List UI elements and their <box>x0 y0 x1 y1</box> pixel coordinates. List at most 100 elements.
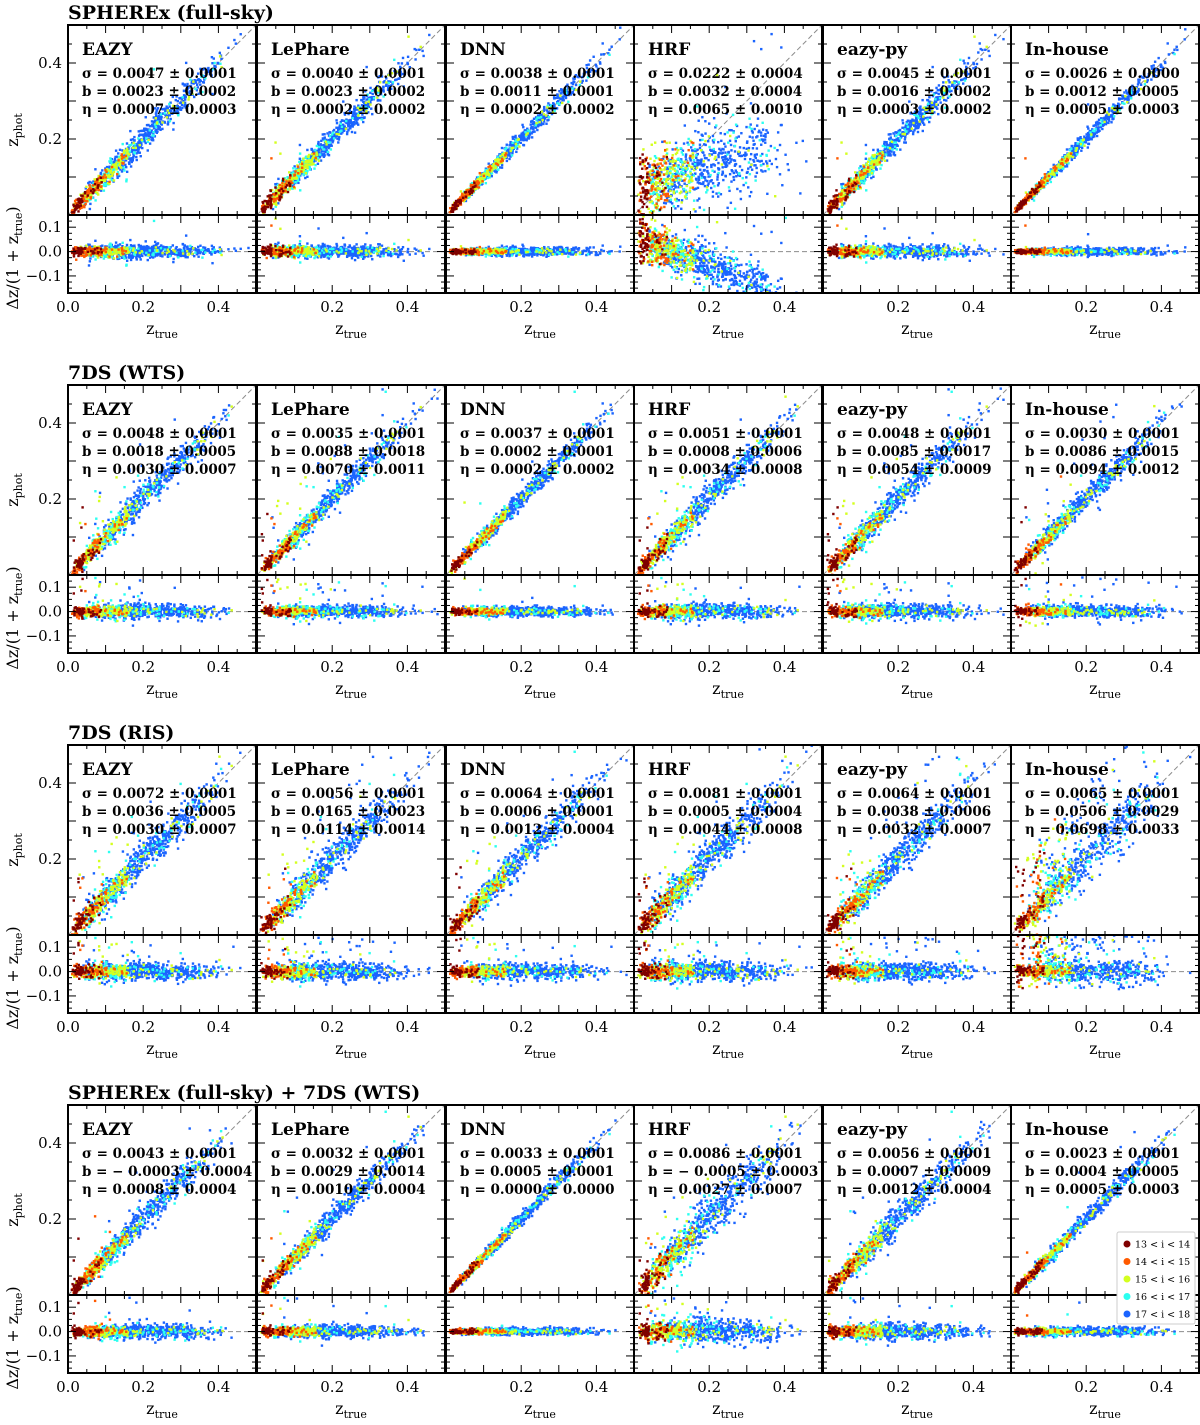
point-bin-3 <box>85 197 89 200</box>
point-bin-5 <box>584 70 588 74</box>
point-bin-5 <box>399 67 402 70</box>
residual-point-bin-4 <box>382 254 385 258</box>
point-bin-5 <box>186 82 189 86</box>
point-bin-5 <box>414 58 417 61</box>
residual-point-bin-5 <box>183 247 186 250</box>
residual-point-bin-2 <box>312 248 316 251</box>
bias-stat: b = 0.0023 ± 0.0002 <box>82 84 236 100</box>
point-bin-4 <box>538 116 541 119</box>
point-bin-5 <box>157 127 160 131</box>
residual-point-bin-5 <box>124 256 128 259</box>
residual-point-bin-3 <box>100 255 103 258</box>
point-bin-4 <box>296 179 300 183</box>
point-bin-5 <box>156 107 160 110</box>
point-bin-1 <box>268 194 271 197</box>
point-bin-5 <box>368 100 372 103</box>
point-bin-3 <box>187 95 191 99</box>
point-bin-5 <box>324 150 327 153</box>
residual-point-bin-4 <box>152 253 155 257</box>
point-bin-5 <box>193 79 196 82</box>
point-bin-3 <box>538 120 541 124</box>
point-bin-5 <box>117 152 120 155</box>
point-bin-4 <box>470 181 474 185</box>
residual-point-bin-2 <box>97 254 101 257</box>
residual-point-bin-5 <box>329 252 333 256</box>
point-bin-5 <box>400 62 404 65</box>
residual-point-bin-3 <box>312 249 315 253</box>
point-bin-5 <box>550 112 554 116</box>
point-bin-5 <box>185 84 189 88</box>
point-bin-3 <box>105 167 109 171</box>
point-bin-4 <box>116 171 120 174</box>
point-bin-3 <box>279 152 282 155</box>
point-bin-2 <box>477 186 481 189</box>
point-bin-5 <box>159 128 162 132</box>
point-bin-5 <box>147 133 150 137</box>
point-bin-2 <box>103 173 106 176</box>
point-bin-3 <box>305 165 309 168</box>
residual-point-bin-3 <box>376 247 379 251</box>
point-bin-3 <box>88 195 91 199</box>
point-bin-3 <box>105 174 109 178</box>
point-bin-3 <box>502 154 506 157</box>
point-bin-2 <box>91 184 95 187</box>
residual-point-bin-1 <box>280 249 283 253</box>
point-bin-3 <box>285 188 288 192</box>
residual-point-bin-5 <box>171 244 175 247</box>
point-bin-5 <box>326 132 329 135</box>
residual-point-bin-1 <box>267 249 271 252</box>
residual-point-bin-4 <box>152 219 156 223</box>
point-bin-5 <box>349 124 352 128</box>
residual-point-bin-3 <box>155 249 159 252</box>
point-bin-1 <box>96 186 100 189</box>
residual-point-bin-5 <box>306 242 309 245</box>
point-bin-3 <box>546 106 549 109</box>
residual-point-bin-3 <box>119 253 123 257</box>
residual-point-bin-4 <box>298 240 302 243</box>
point-bin-5 <box>133 135 136 139</box>
point-bin-1 <box>75 207 79 210</box>
point-bin-4 <box>109 159 113 162</box>
residual-point-bin-5 <box>358 253 361 257</box>
sigma-stat: σ = 0.0040 ± 0.0001 <box>271 66 426 82</box>
point-bin-2 <box>487 165 490 169</box>
point-bin-5 <box>171 107 174 111</box>
residual-point-bin-5 <box>317 227 320 230</box>
residual-point-bin-5 <box>370 254 373 258</box>
point-bin-4 <box>306 169 309 173</box>
point-bin-4 <box>494 160 497 164</box>
point-bin-5 <box>316 162 320 165</box>
residual-point-bin-3 <box>115 248 118 251</box>
point-bin-3 <box>140 138 143 142</box>
residual-point-bin-5 <box>168 247 171 250</box>
point-bin-3 <box>167 111 171 115</box>
residual-point-bin-2 <box>280 251 283 254</box>
residual-point-bin-5 <box>176 248 180 252</box>
residual-point-bin-5 <box>323 243 326 246</box>
point-bin-4 <box>219 62 222 65</box>
point-bin-3 <box>494 166 497 169</box>
point-bin-3 <box>274 201 278 204</box>
residual-point-bin-5 <box>199 251 202 255</box>
point-bin-5 <box>131 149 135 152</box>
point-bin-2 <box>284 182 287 185</box>
point-bin-4 <box>122 166 125 169</box>
point-bin-1 <box>263 210 266 214</box>
point-bin-1 <box>285 184 289 187</box>
residual-point-bin-3 <box>310 253 314 256</box>
residual-point-bin-5 <box>397 253 400 256</box>
point-bin-5 <box>498 153 501 156</box>
residual-point-bin-5 <box>310 244 314 248</box>
residual-point-bin-5 <box>389 251 392 254</box>
residual-point-bin-5 <box>362 257 365 260</box>
point-bin-5 <box>203 78 206 81</box>
residual-point-bin-5 <box>155 242 159 246</box>
point-bin-3 <box>517 138 520 141</box>
point-bin-5 <box>402 85 405 88</box>
point-bin-5 <box>227 46 230 50</box>
point-bin-2 <box>274 199 277 202</box>
point-bin-4 <box>152 134 155 137</box>
point-bin-5 <box>150 120 154 123</box>
point-bin-5 <box>131 158 135 162</box>
point-bin-5 <box>506 153 510 156</box>
